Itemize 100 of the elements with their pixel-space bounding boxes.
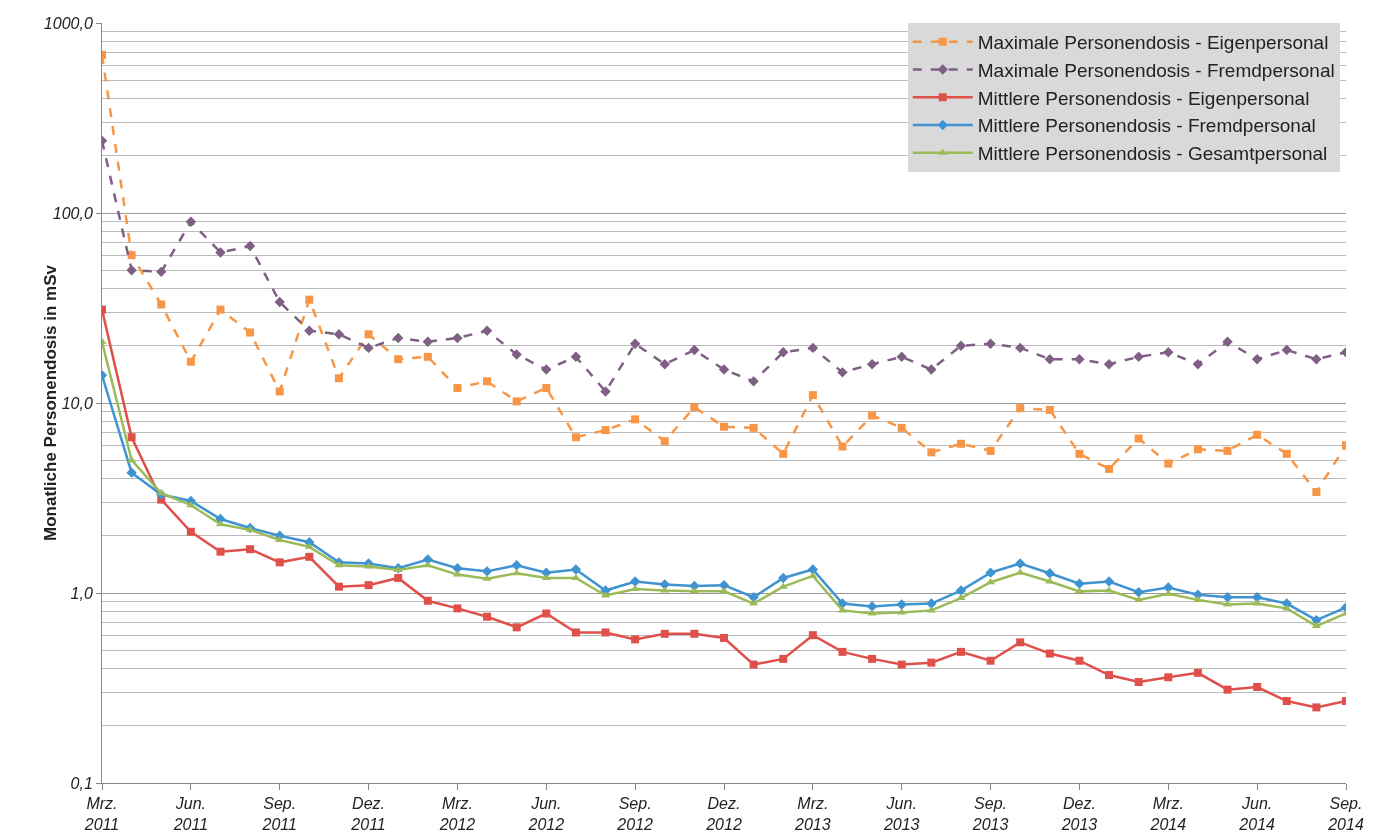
point xyxy=(927,658,936,667)
point xyxy=(156,489,166,496)
point xyxy=(215,247,226,258)
point xyxy=(275,387,284,396)
point xyxy=(1282,697,1291,706)
point xyxy=(1074,578,1085,589)
legend-label: Mittlere Personendosis - Eigenpersonal xyxy=(977,87,1310,109)
point xyxy=(334,374,343,383)
point xyxy=(985,338,996,349)
point xyxy=(808,571,818,578)
point xyxy=(1016,404,1025,413)
point xyxy=(304,325,315,336)
point xyxy=(955,340,967,351)
point xyxy=(779,654,788,663)
x-tick-label: Sep. 2011 xyxy=(261,795,297,833)
point xyxy=(808,631,817,640)
point xyxy=(720,633,728,642)
point xyxy=(1192,359,1204,370)
point xyxy=(689,344,700,356)
point xyxy=(778,582,788,589)
point xyxy=(511,349,522,360)
point xyxy=(868,654,877,663)
point xyxy=(601,628,610,637)
point xyxy=(1016,638,1025,647)
point xyxy=(1045,649,1054,658)
point xyxy=(1311,622,1321,629)
point xyxy=(453,604,462,613)
point xyxy=(1075,656,1084,665)
x-tick-label: Sep. 2014 xyxy=(1327,795,1364,833)
point xyxy=(986,446,995,455)
point xyxy=(246,545,255,554)
point xyxy=(927,448,936,457)
point xyxy=(1312,488,1321,497)
legend-label: Mittlere Personendosis - Gesamtpersonal xyxy=(977,143,1328,165)
point xyxy=(423,596,432,605)
point xyxy=(897,423,906,432)
point xyxy=(868,411,877,420)
point xyxy=(1163,347,1174,358)
point xyxy=(512,623,521,632)
point xyxy=(334,582,343,591)
point xyxy=(629,576,641,587)
point xyxy=(185,216,197,227)
point xyxy=(363,342,374,354)
point xyxy=(1045,405,1054,414)
point xyxy=(542,609,551,618)
point xyxy=(305,552,314,561)
legend-label: Maximale Personendosis - Fremdpersonal xyxy=(977,59,1335,81)
point xyxy=(333,329,345,340)
point xyxy=(127,456,137,463)
point xyxy=(778,347,789,358)
point xyxy=(571,573,581,580)
point xyxy=(127,433,136,442)
point xyxy=(631,635,640,644)
x-tick-label: Mrz. 2011 xyxy=(83,795,120,833)
point xyxy=(422,336,434,347)
point xyxy=(660,437,669,446)
point xyxy=(483,377,492,386)
point xyxy=(453,383,462,392)
point xyxy=(629,338,641,349)
point xyxy=(1014,342,1026,354)
point xyxy=(570,351,582,363)
point xyxy=(749,423,758,432)
y-axis-title: Monatliche Personendosis in mSv xyxy=(40,264,60,541)
point xyxy=(926,598,937,609)
y-tick-label: 100,0 xyxy=(52,204,93,222)
point xyxy=(1193,445,1202,454)
point xyxy=(1104,586,1114,593)
point xyxy=(571,433,580,442)
point xyxy=(779,449,788,458)
point xyxy=(1164,459,1173,468)
point xyxy=(1014,558,1026,569)
point xyxy=(720,422,728,431)
point xyxy=(126,467,137,478)
point xyxy=(1103,576,1115,587)
point xyxy=(955,585,967,596)
point xyxy=(1134,434,1143,443)
point xyxy=(1105,671,1114,680)
y-tick-label: 10,0 xyxy=(61,394,93,412)
point xyxy=(807,342,819,354)
point xyxy=(631,415,640,424)
point xyxy=(216,547,225,556)
point xyxy=(778,572,789,584)
point xyxy=(985,567,996,578)
point xyxy=(511,560,522,571)
point xyxy=(275,558,284,567)
legend-label: Maximale Personendosis - Eigenpersonal xyxy=(977,32,1329,54)
point xyxy=(186,357,195,366)
point xyxy=(512,569,522,576)
point xyxy=(838,442,847,451)
x-tick-label: Jun. 2011 xyxy=(172,795,209,833)
point xyxy=(1223,685,1232,694)
point xyxy=(1134,678,1143,687)
x-tick-label: Jun. 2012 xyxy=(527,795,565,833)
point xyxy=(1133,351,1144,363)
x-tick-label: Sep. 2013 xyxy=(971,795,1009,833)
point xyxy=(660,629,669,638)
point xyxy=(364,581,373,590)
point xyxy=(1252,599,1262,606)
point xyxy=(392,332,404,344)
point xyxy=(956,647,965,656)
